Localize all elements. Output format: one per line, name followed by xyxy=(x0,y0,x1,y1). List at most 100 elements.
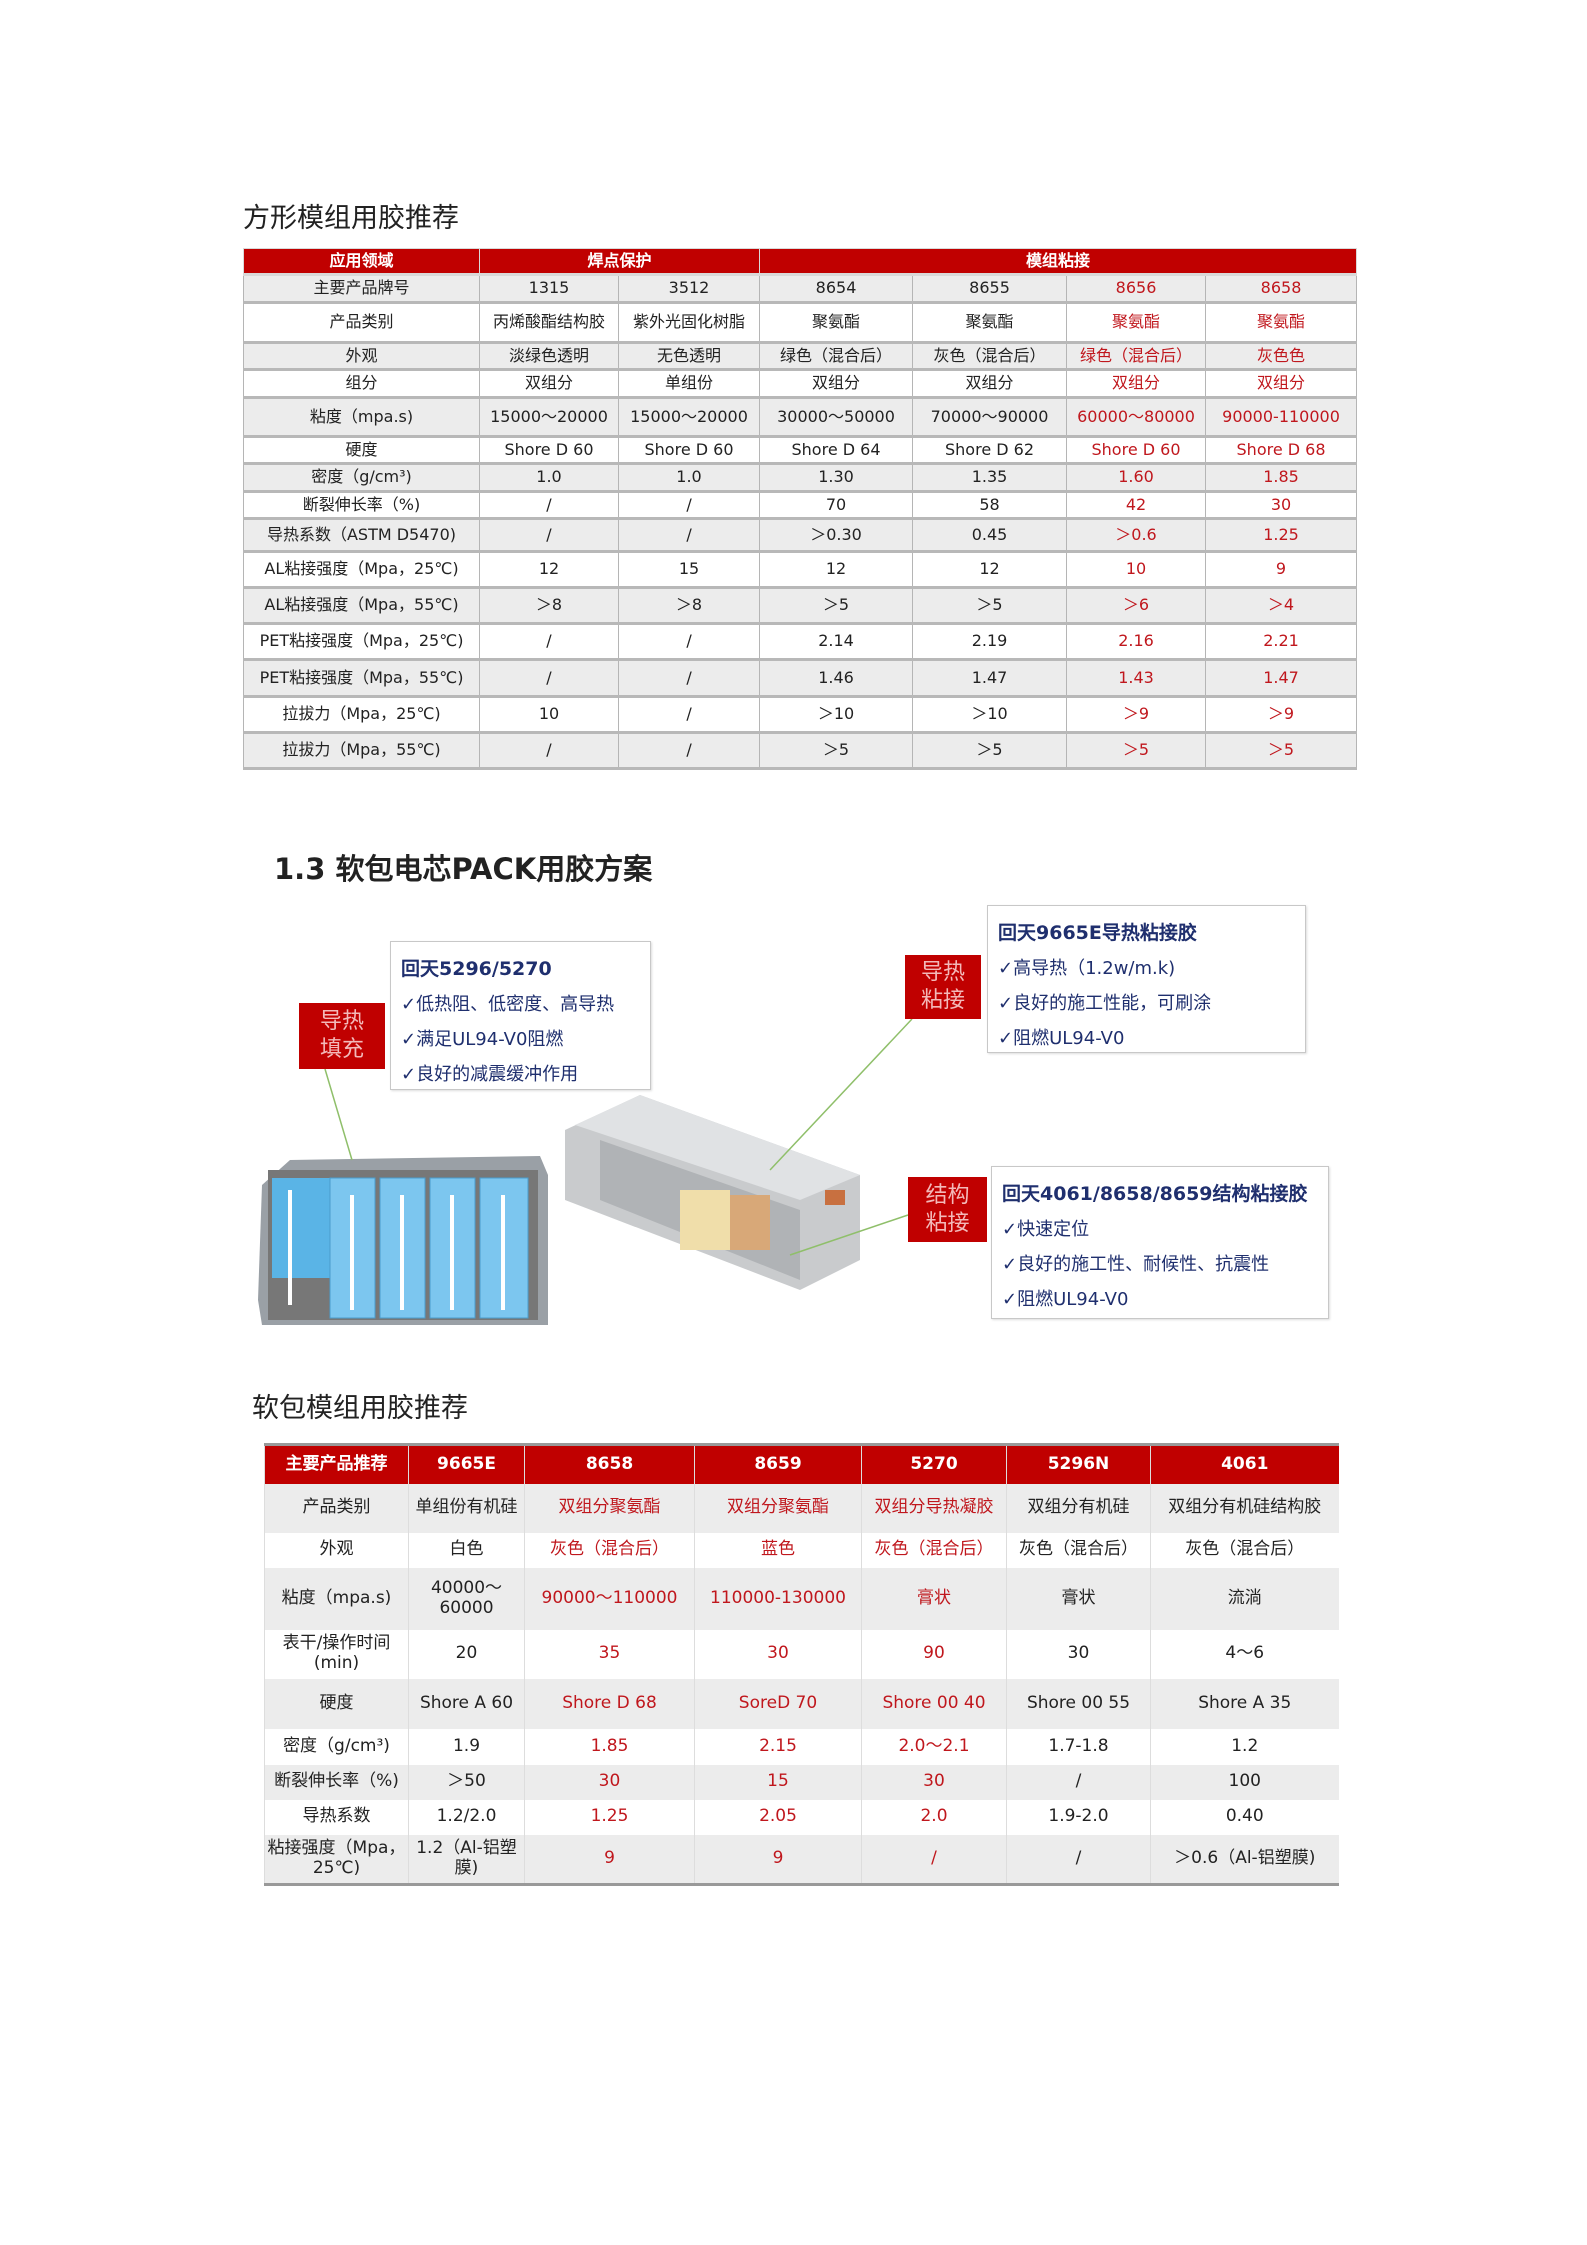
header-cell: 主要产品推荐 xyxy=(264,1443,409,1484)
table-cell: 100 xyxy=(1150,1764,1339,1800)
table-cell: / xyxy=(617,696,761,734)
row-label: 密度（g/cm³) xyxy=(264,1728,409,1765)
table-cell: 1.9 xyxy=(408,1728,525,1765)
table-cell: / xyxy=(479,623,619,661)
table-row: 粘度（mpa.s) 15000～20000 15000～20000 30000～500… xyxy=(243,397,1358,438)
table-cell: 15000～20000 xyxy=(617,397,761,438)
table-cell: 1.47 xyxy=(1205,659,1358,698)
callout-item: ✓阻燃UL94-V0 xyxy=(998,1028,1125,1049)
table-cell: 0.45 xyxy=(912,518,1068,553)
table-cell: 膏状 xyxy=(1006,1567,1151,1630)
table-cell: 灰色（混合后） xyxy=(1150,1532,1339,1568)
table-cell: ＞6 xyxy=(1066,587,1207,625)
table-cell: 1.46 xyxy=(759,659,914,698)
table-cell: 1.47 xyxy=(912,659,1068,698)
header-cell: 8659 xyxy=(694,1443,862,1484)
table-cell: 单组份有机硅 xyxy=(408,1483,525,1533)
table-cell: 90000-110000 xyxy=(1205,397,1358,438)
table-cell: Shore D 62 xyxy=(912,436,1068,465)
table-cell: / xyxy=(617,491,761,520)
table-cell: 1.85 xyxy=(524,1728,695,1765)
table-cell: 双组分 xyxy=(1205,369,1358,399)
table-cell: 110000-130000 xyxy=(694,1567,862,1630)
table-cell: 白色 xyxy=(408,1532,525,1568)
table-cell: 单组份 xyxy=(617,369,761,399)
table-cell: Shore 00 55 xyxy=(1006,1678,1151,1729)
row-label: 密度（g/cm³) xyxy=(243,463,480,493)
table-cell: 30 xyxy=(694,1629,862,1679)
table-cell: 9 xyxy=(694,1834,862,1886)
table-cell: 12 xyxy=(479,551,619,589)
table-row: 密度（g/cm³) 1.9 1.85 2.15 2.0～2.1 1.7-1.8 1.2 xyxy=(264,1728,1339,1765)
row-label: 粘度（mpa.s) xyxy=(264,1567,409,1630)
header-cell: 4061 xyxy=(1150,1443,1339,1484)
table-cell: ＞5 xyxy=(759,732,914,770)
table-row: 硬度 Shore D 60 Shore D 60 Shore D 64 Shore D … xyxy=(243,436,1358,465)
table-cell: 绿色（混合后） xyxy=(1066,342,1207,371)
header-cell: 9665E xyxy=(408,1443,525,1484)
table-cell: Shore D 68 xyxy=(524,1678,695,1729)
table-cell: 聚氨酯 xyxy=(1066,302,1207,344)
table-row: AL粘接强度（Mpa，25℃) 12 15 12 12 10 9 xyxy=(243,551,1358,589)
table-cell: 30 xyxy=(524,1764,695,1800)
row-label: AL粘接强度（Mpa，25℃) xyxy=(243,551,480,589)
table-cell: 1.2（Al-铝塑膜) xyxy=(408,1834,525,1886)
table-cell: 8656 xyxy=(1066,274,1207,304)
prismatic-module-adhesive-table: 应用领域 焊点保护 模组粘接 主要产品牌号 1315 3512 8654 8655 8656 86… xyxy=(243,248,1358,770)
table-cell: Shore D 60 xyxy=(479,436,619,465)
table-cell: ＞0.6 xyxy=(1066,518,1207,553)
table-cell: 灰色色 xyxy=(1205,342,1358,371)
table-cell: / xyxy=(617,518,761,553)
table-row: 组分 双组分 单组份 双组分 双组分 双组分 双组分 xyxy=(243,369,1358,399)
table-row: 拉拔力（Mpa，55℃) / / ＞5 ＞5 ＞5 ＞5 xyxy=(243,732,1358,770)
row-label: 产品类别 xyxy=(264,1483,409,1533)
table-cell: 2.0 xyxy=(861,1799,1007,1835)
callout-title: 回天4061/8658/8659结构粘接胶 xyxy=(1002,1183,1308,1205)
table-cell: 1.9-2.0 xyxy=(1006,1799,1151,1835)
table-cell: 30000～50000 xyxy=(759,397,914,438)
tag-thermal-fill: 导热 填充 xyxy=(299,1003,385,1069)
pouch-pack-cooling-plate-image xyxy=(258,1156,548,1325)
table-cell: 双组分 xyxy=(759,369,914,399)
table-cell: 8654 xyxy=(759,274,914,304)
table-cell: ＞10 xyxy=(912,696,1068,734)
table-row: 外观 淡绿色透明 无色透明 绿色（混合后） 灰色（混合后） 绿色（混合后） 灰色色 xyxy=(243,342,1358,371)
section-title-pouch-module: 软包模组用胶推荐 xyxy=(252,1393,468,1424)
table-cell: 1.35 xyxy=(912,463,1068,493)
table-row: 表干/操作时间(min) 20 35 30 90 30 4～6 xyxy=(264,1629,1339,1679)
table-cell: 15 xyxy=(617,551,761,589)
table-cell: 35 xyxy=(524,1629,695,1679)
callout-5296-5270: 回天5296/5270 ✓低热阻、低密度、高导热 ✓满足UL94-V0阻燃 ✓良… xyxy=(390,941,651,1090)
table-cell: 双组分聚氨酯 xyxy=(524,1483,695,1533)
table-cell: SoreD 70 xyxy=(694,1678,862,1729)
table-row: 粘接强度（Mpa，25℃) 1.2（Al-铝塑膜) 9 9// ＞0.6（Al-铝塑膜) xyxy=(264,1834,1339,1886)
table-row: 断裂伸长率（%) //70 58 42 30 xyxy=(243,491,1358,520)
header-cell: 8658 xyxy=(524,1443,695,1484)
table-cell: 双组分 xyxy=(912,369,1068,399)
table-cell: 1.7-1.8 xyxy=(1006,1728,1151,1765)
callout-title: 回天5296/5270 xyxy=(401,958,552,980)
row-label: 拉拔力（Mpa，25℃) xyxy=(243,696,480,734)
row-label: 主要产品牌号 xyxy=(243,274,480,304)
section-title-pouch-pack: 1.3 软包电芯PACK用胶方案 xyxy=(274,852,653,886)
table-cell: 聚氨酯 xyxy=(912,302,1068,344)
row-label: PET粘接强度（Mpa，25℃) xyxy=(243,623,480,661)
table-cell: 2.14 xyxy=(759,623,914,661)
table-cell: 1.60 xyxy=(1066,463,1207,493)
table-cell: 双组分 xyxy=(1066,369,1207,399)
table-row: AL粘接强度（Mpa，55℃) ＞8 ＞8 ＞5 ＞5 ＞6 ＞4 xyxy=(243,587,1358,625)
table-cell: 30 xyxy=(861,1764,1007,1800)
table-cell: 70000～90000 xyxy=(912,397,1068,438)
table-cell: 聚氨酯 xyxy=(1205,302,1358,344)
row-label: 外观 xyxy=(243,342,480,371)
table-row: 主要产品牌号 1315 3512 8654 8655 8656 8658 xyxy=(243,274,1358,304)
table-cell: ＞5 xyxy=(912,587,1068,625)
pack-illustration xyxy=(258,1018,913,1325)
table-row: 断裂伸长率（%) ＞50 30 15 30/100 xyxy=(264,1764,1339,1800)
row-label: 硬度 xyxy=(264,1678,409,1729)
tag-thermal-bond: 导热 粘接 xyxy=(905,955,981,1019)
table-cell: 90 xyxy=(861,1629,1007,1679)
table-cell: / xyxy=(479,518,619,553)
callout-item: ✓良好的施工性、耐候性、抗震性 xyxy=(1002,1254,1270,1275)
table-row: 导热系数（ASTM D5470) / / ＞0.30 0.45 ＞0.6 1.25 xyxy=(243,518,1358,553)
